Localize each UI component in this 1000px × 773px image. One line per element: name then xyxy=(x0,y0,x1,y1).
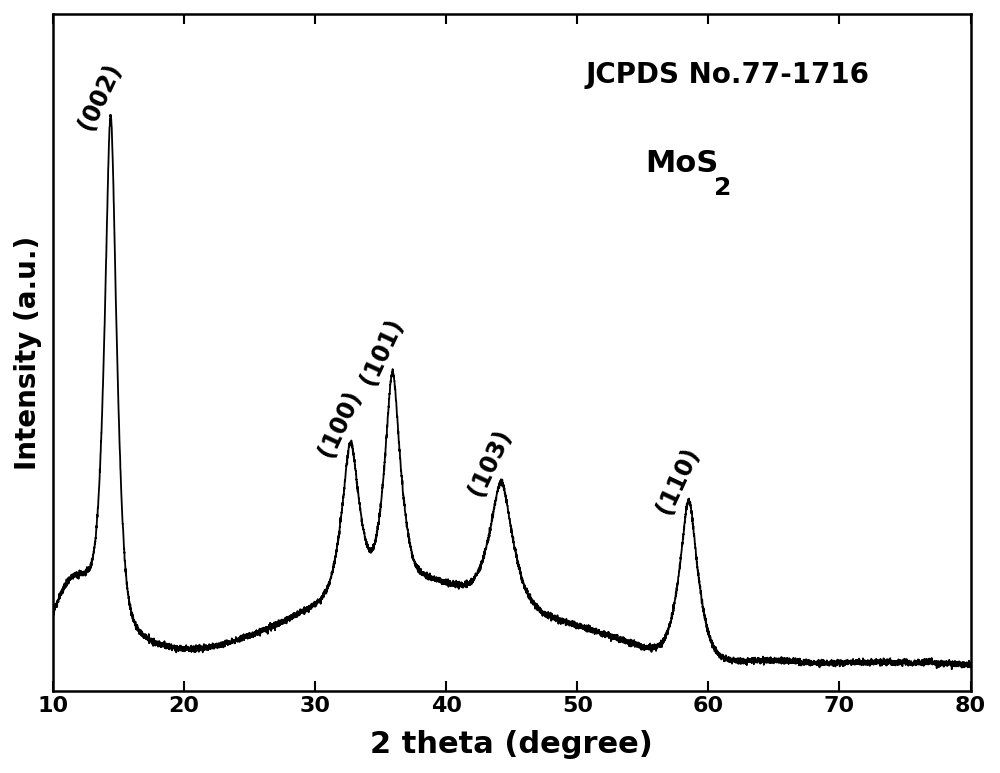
Text: (103): (103) xyxy=(465,425,516,499)
Text: (100): (100) xyxy=(314,386,366,461)
Text: JCPDS No.77-1716: JCPDS No.77-1716 xyxy=(585,61,869,90)
Text: (110): (110) xyxy=(652,444,704,518)
Text: (002): (002) xyxy=(74,59,126,134)
Text: 2: 2 xyxy=(714,176,731,200)
Text: (101): (101) xyxy=(356,315,407,389)
Text: MoS: MoS xyxy=(645,149,718,179)
X-axis label: 2 theta (degree): 2 theta (degree) xyxy=(370,730,653,759)
Y-axis label: Intensity (a.u.): Intensity (a.u.) xyxy=(14,236,42,470)
